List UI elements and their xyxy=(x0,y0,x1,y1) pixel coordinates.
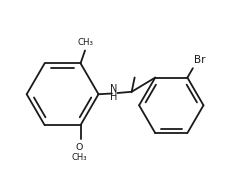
Text: CH₃: CH₃ xyxy=(77,38,93,47)
Text: Br: Br xyxy=(194,55,206,65)
Text: N: N xyxy=(110,84,118,94)
Text: O: O xyxy=(76,143,83,152)
Text: CH₃: CH₃ xyxy=(71,153,87,162)
Text: H: H xyxy=(110,92,118,102)
